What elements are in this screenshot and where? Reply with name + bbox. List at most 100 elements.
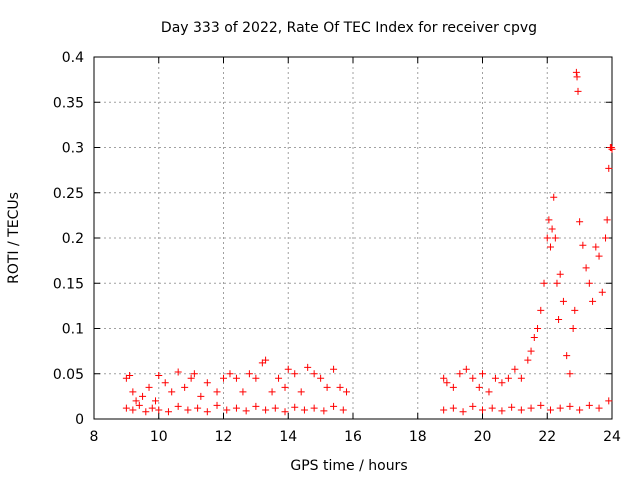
data-point (174, 368, 182, 376)
data-point (537, 401, 545, 409)
data-point (132, 397, 140, 405)
data-point (524, 356, 532, 364)
data-point (213, 401, 221, 409)
data-point (449, 383, 457, 391)
data-point (262, 356, 270, 364)
y-tick-label: 0.35 (53, 95, 84, 111)
data-point (252, 402, 260, 410)
x-tick-label: 16 (344, 429, 362, 445)
data-point (550, 193, 558, 201)
data-point (592, 243, 600, 251)
y-tick-label: 0.25 (53, 186, 84, 202)
data-point (605, 397, 613, 405)
data-point (576, 218, 584, 226)
data-point (139, 392, 147, 400)
data-point (304, 363, 312, 371)
data-point (602, 234, 610, 242)
data-point (585, 279, 593, 287)
data-point (223, 406, 231, 414)
data-point (232, 404, 240, 412)
data-point (310, 404, 318, 412)
data-point (187, 374, 195, 382)
data-point (161, 379, 169, 387)
data-point (148, 404, 156, 412)
plot-frame (93, 56, 613, 420)
data-point (168, 388, 176, 396)
data-point (462, 365, 470, 373)
y-tick-label: 0.2 (62, 231, 84, 247)
data-point (559, 297, 567, 305)
data-point (508, 403, 516, 411)
data-point (545, 216, 553, 224)
y-tick-labels: 0 0.05 0.1 0.15 0.2 0.25 0.3 0.35 0.4 (53, 50, 84, 428)
data-point (566, 370, 574, 378)
data-point (317, 374, 325, 382)
data-point (281, 408, 289, 416)
data-point (479, 406, 486, 414)
data-point (566, 402, 574, 410)
data-point (573, 73, 581, 81)
data-point (456, 370, 464, 378)
data-point (174, 402, 182, 410)
data-point (498, 379, 506, 387)
data-point (449, 404, 457, 412)
data-point (576, 406, 584, 414)
data-point (527, 347, 535, 355)
data-point (129, 406, 137, 414)
data-point (135, 401, 143, 409)
data-point (543, 234, 551, 242)
data-point (517, 406, 525, 414)
x-tick-label: 18 (409, 429, 427, 445)
data-point (548, 225, 556, 233)
data-point (585, 401, 593, 409)
data-point (546, 243, 554, 251)
data-point (607, 144, 615, 151)
roti-data-points (122, 68, 616, 416)
x-tick-label: 20 (474, 429, 492, 445)
data-point (213, 388, 221, 396)
data-point (226, 370, 234, 378)
data-point (488, 404, 496, 412)
data-point (605, 164, 613, 172)
data-point (275, 374, 283, 382)
data-point (556, 270, 564, 278)
data-point (556, 404, 564, 412)
y-tick-label: 0.15 (53, 276, 84, 292)
data-point (504, 374, 512, 382)
data-point (122, 404, 130, 412)
data-point (252, 374, 260, 382)
data-point (569, 325, 577, 332)
y-tick-label: 0.3 (62, 141, 84, 157)
data-point (598, 288, 606, 296)
data-point (330, 365, 338, 373)
data-point (300, 406, 308, 414)
data-point (574, 87, 582, 95)
data-point (498, 407, 506, 415)
data-point (517, 374, 525, 382)
data-point (343, 388, 351, 396)
data-point (155, 406, 163, 414)
data-point (203, 379, 211, 387)
chart-title: Day 333 of 2022, Rate Of TEC Index for r… (161, 20, 537, 36)
data-point (551, 234, 559, 242)
data-point (152, 397, 160, 405)
data-point (291, 403, 299, 411)
data-point (589, 297, 597, 305)
data-point (530, 334, 538, 342)
data-point (190, 370, 198, 378)
x-tick-labels: 8 10 12 14 16 18 20 22 24 (90, 429, 621, 445)
data-point (271, 404, 279, 412)
data-point (563, 352, 571, 360)
data-point (485, 388, 493, 396)
data-point (608, 145, 616, 153)
data-point (126, 372, 134, 380)
data-point (145, 383, 153, 391)
data-point (469, 402, 477, 410)
data-point (553, 279, 561, 287)
data-point (281, 383, 289, 391)
data-point (262, 406, 270, 414)
data-point (469, 374, 477, 382)
data-point (142, 408, 150, 416)
